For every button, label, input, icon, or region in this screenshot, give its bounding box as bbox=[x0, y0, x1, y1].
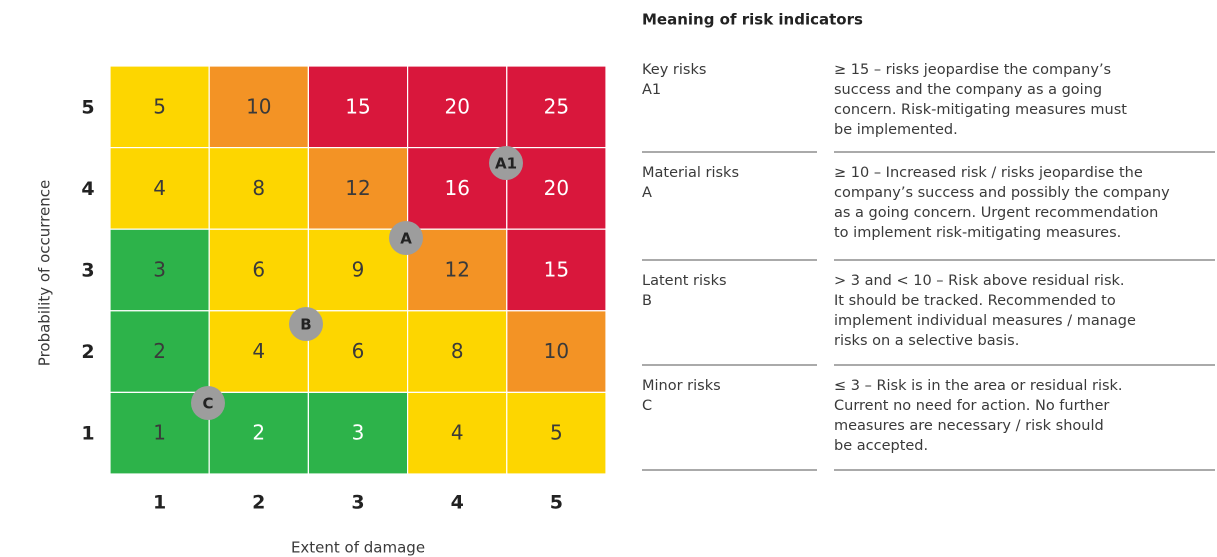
cell-value: 20 bbox=[444, 94, 469, 118]
cell-value: 9 bbox=[352, 258, 365, 282]
x-axis-title: Extent of damage bbox=[291, 539, 425, 557]
cell-value: 15 bbox=[544, 258, 569, 282]
cell-value: 1 bbox=[153, 421, 166, 445]
cell-value: 3 bbox=[153, 258, 166, 282]
risk-marker bbox=[191, 386, 225, 420]
matrix-cell bbox=[506, 65, 607, 149]
cell-value: 3 bbox=[352, 421, 365, 445]
cell-value: 12 bbox=[345, 176, 370, 200]
risk-name: Latent risks bbox=[642, 273, 727, 289]
risk-description: ≤ 3 – Risk is in the area or residual ri… bbox=[834, 378, 1123, 394]
matrix-cell bbox=[307, 310, 409, 393]
cell-value: 8 bbox=[252, 176, 265, 200]
risk-code: C bbox=[642, 398, 652, 414]
y-label: 2 bbox=[81, 341, 94, 363]
matrix-cell bbox=[506, 147, 607, 230]
x-label: 1 bbox=[153, 492, 166, 514]
cell-value: 8 bbox=[451, 339, 464, 363]
cell-value: 20 bbox=[544, 176, 569, 200]
matrix-cell bbox=[506, 310, 607, 393]
risk-name: Key risks bbox=[642, 62, 706, 78]
risk-description: > 3 and < 10 – Risk above residual risk. bbox=[834, 273, 1125, 289]
matrix-cell bbox=[407, 310, 508, 393]
risk-description: as a going concern. Urgent recommendatio… bbox=[834, 205, 1158, 221]
cell-value: 16 bbox=[444, 176, 469, 200]
matrix-cell bbox=[307, 65, 409, 149]
y-label: 5 bbox=[81, 96, 94, 118]
risk-code: B bbox=[642, 293, 652, 309]
matrix-cell bbox=[109, 147, 210, 230]
cell-value: 5 bbox=[153, 94, 166, 118]
risk-code: A1 bbox=[642, 82, 661, 98]
risk-marker-label: B bbox=[300, 316, 311, 334]
matrix-cell bbox=[506, 391, 607, 475]
risk-description: ≥ 15 – risks jeopardise the company’s bbox=[834, 62, 1111, 78]
cell-value: 6 bbox=[352, 339, 365, 363]
matrix-cell bbox=[307, 147, 409, 230]
cell-value: 10 bbox=[544, 339, 569, 363]
matrix-cell bbox=[407, 65, 508, 149]
risk-description: risks on a selective basis. bbox=[834, 333, 1019, 349]
x-label: 3 bbox=[351, 492, 364, 514]
cell-value: 4 bbox=[451, 421, 464, 445]
cell-value: 12 bbox=[444, 258, 469, 282]
matrix-cell bbox=[208, 228, 309, 312]
cell-value: 5 bbox=[550, 421, 563, 445]
y-axis-title: Probability of occurrence bbox=[36, 180, 54, 366]
cell-value: 4 bbox=[252, 339, 265, 363]
risk-description: ≥ 10 – Increased risk / risks jeopardise… bbox=[834, 165, 1143, 181]
risk-name: Minor risks bbox=[642, 378, 721, 394]
matrix-cell bbox=[109, 65, 210, 149]
risk-marker-label: A bbox=[400, 230, 412, 248]
matrix-cell bbox=[307, 391, 409, 475]
risk-description: measures are necessary / risk should bbox=[834, 418, 1104, 434]
legend-title: Meaning of risk indicators bbox=[642, 11, 863, 29]
cell-value: 4 bbox=[153, 176, 166, 200]
risk-description: concern. Risk-mitigating measures must bbox=[834, 102, 1127, 118]
y-label: 3 bbox=[81, 260, 94, 282]
risk-description: be implemented. bbox=[834, 122, 958, 138]
matrix-cell bbox=[506, 228, 607, 312]
cell-value: 6 bbox=[252, 258, 265, 282]
cell-value: 2 bbox=[153, 339, 166, 363]
y-label: 1 bbox=[81, 423, 94, 445]
x-label: 5 bbox=[550, 492, 563, 514]
risk-name: Material risks bbox=[642, 165, 739, 181]
risk-description: to implement risk-mitigating measures. bbox=[834, 225, 1121, 241]
risk-marker-label: C bbox=[202, 395, 213, 413]
cell-value: 25 bbox=[544, 94, 569, 118]
risk-description: success and the company as a going bbox=[834, 82, 1102, 98]
x-label: 4 bbox=[451, 492, 464, 514]
risk-marker bbox=[289, 307, 323, 341]
risk-description: It should be tracked. Recommended to bbox=[834, 293, 1116, 309]
risk-code: A bbox=[642, 185, 652, 201]
risk-description: Current no need for action. No further bbox=[834, 398, 1109, 414]
risk-description: company’s success and possibly the compa… bbox=[834, 185, 1170, 201]
x-label: 2 bbox=[252, 492, 265, 514]
y-label: 4 bbox=[81, 178, 94, 200]
risk-marker bbox=[489, 146, 523, 180]
risk-marker bbox=[389, 221, 423, 255]
cell-value: 15 bbox=[345, 94, 370, 118]
risk-description: implement individual measures / manage bbox=[834, 313, 1136, 329]
matrix-cell bbox=[208, 65, 309, 149]
matrix-cell bbox=[109, 310, 210, 393]
matrix-cell bbox=[208, 391, 309, 475]
matrix-cell bbox=[407, 228, 508, 312]
risk-description: be accepted. bbox=[834, 438, 928, 454]
risk-marker-label: A1 bbox=[495, 155, 517, 173]
cell-value: 2 bbox=[252, 421, 265, 445]
cell-value: 10 bbox=[246, 94, 271, 118]
